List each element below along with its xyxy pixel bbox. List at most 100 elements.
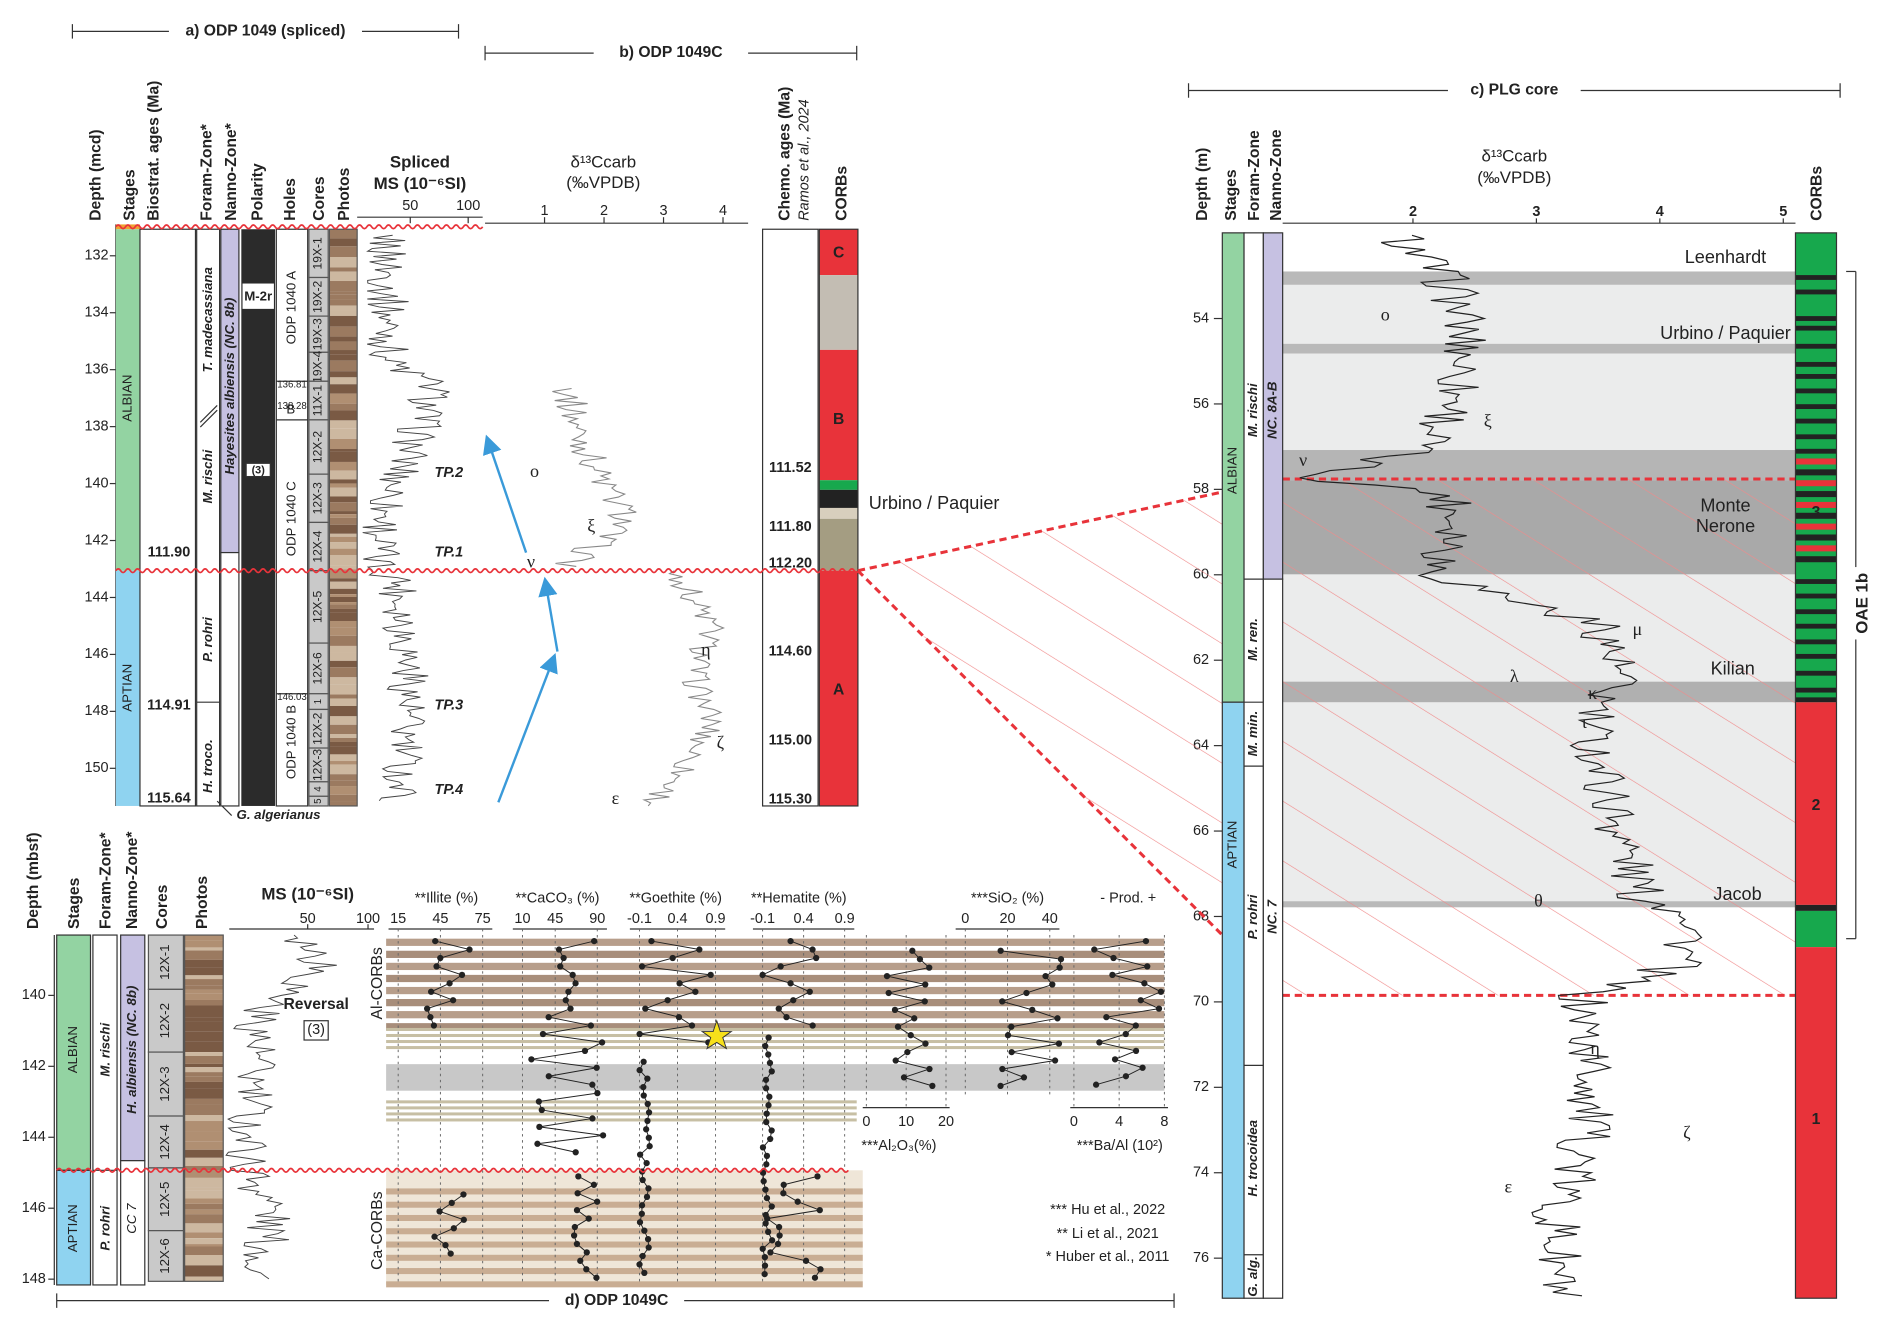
proxy-point bbox=[696, 946, 703, 953]
photo-stripe bbox=[329, 496, 358, 503]
column-header: Foram-Zone bbox=[1246, 130, 1263, 221]
photo-stripe bbox=[184, 975, 224, 980]
core bbox=[147, 1115, 185, 1169]
zone-label: M. min. bbox=[1245, 711, 1260, 757]
proxy-point bbox=[922, 1040, 929, 1047]
stage bbox=[115, 570, 140, 806]
zone-label: H. albiensis (NC. 8b) bbox=[124, 985, 139, 1114]
proxy-point bbox=[571, 1223, 578, 1231]
column-header: Polarity bbox=[249, 163, 266, 221]
tick-label: 40 bbox=[1042, 911, 1058, 927]
proxy-point bbox=[1029, 1006, 1036, 1013]
photo-stripe bbox=[329, 660, 358, 668]
proxy-point bbox=[583, 1249, 590, 1256]
core-label: 19X-1 bbox=[311, 237, 325, 269]
proxy-point bbox=[536, 1123, 543, 1131]
photo-stripe bbox=[329, 716, 358, 725]
proxy-point bbox=[1137, 997, 1144, 1004]
depth-tick-label: 132 bbox=[84, 248, 108, 264]
depth-tick-label: 150 bbox=[84, 760, 108, 776]
event-label: θ bbox=[1534, 891, 1543, 911]
proxy-point bbox=[767, 1249, 774, 1256]
column-header: Holes bbox=[282, 178, 299, 221]
proxy-point bbox=[573, 1207, 581, 1214]
photos bbox=[184, 934, 224, 1282]
corb-stripe bbox=[1795, 623, 1837, 629]
band bbox=[386, 1023, 1165, 1031]
tick-label: 15 bbox=[390, 911, 406, 927]
turning-point: TP.1 bbox=[435, 544, 464, 560]
proxy-point bbox=[775, 1005, 782, 1012]
proxy-point bbox=[583, 1266, 590, 1273]
column-header: Foram-Zone* bbox=[199, 123, 216, 221]
photo-stripe bbox=[184, 993, 224, 1000]
proxy-point bbox=[643, 1193, 651, 1201]
proxy-point bbox=[1144, 963, 1151, 970]
photo-stripe bbox=[184, 1238, 224, 1245]
proxy-point bbox=[1057, 956, 1065, 963]
proxy-point bbox=[1132, 1022, 1139, 1029]
event-label: ε bbox=[612, 788, 620, 808]
proxy-point bbox=[922, 981, 929, 988]
tick-label: 0.4 bbox=[794, 911, 814, 927]
event-label: μ bbox=[1633, 619, 1643, 639]
proxy-point bbox=[761, 1262, 769, 1269]
photo-stripe bbox=[329, 581, 358, 589]
tick-label: 0.4 bbox=[667, 911, 687, 927]
proxy-point bbox=[643, 1126, 650, 1133]
proxy-title: ***SiO₂ (%) bbox=[971, 891, 1044, 907]
proxy-point bbox=[767, 1135, 774, 1143]
photo-stripe bbox=[329, 737, 358, 742]
proxy-point bbox=[765, 1228, 772, 1235]
proxy-point bbox=[640, 1058, 647, 1065]
band bbox=[386, 1118, 857, 1122]
proxy-point bbox=[427, 988, 435, 995]
hole-label: B bbox=[286, 402, 295, 417]
zone-label: M. rischi bbox=[1245, 383, 1260, 437]
photo-stripe bbox=[329, 536, 358, 543]
proxy-point bbox=[575, 1173, 582, 1180]
proxy-point bbox=[599, 1132, 607, 1139]
proxy-point bbox=[669, 954, 676, 962]
photo-stripe bbox=[329, 594, 358, 597]
stage bbox=[115, 229, 140, 571]
tick-label: 10 bbox=[898, 1114, 914, 1130]
foram-column bbox=[92, 934, 118, 1286]
proxy-point bbox=[692, 988, 699, 995]
proxy-point bbox=[766, 1093, 773, 1100]
photo-stripe bbox=[184, 1187, 224, 1191]
age-label: 115.64 bbox=[147, 791, 190, 807]
corb-block bbox=[819, 480, 858, 490]
corb-block bbox=[819, 507, 858, 519]
core bbox=[147, 988, 185, 1053]
tick-label: 45 bbox=[432, 911, 448, 927]
column-header: CORBs bbox=[833, 166, 850, 221]
proxy-point bbox=[762, 1085, 770, 1092]
band bbox=[386, 1170, 863, 1285]
corb-type: Al-CORBs bbox=[369, 947, 386, 1019]
age-label: 112.20 bbox=[769, 555, 812, 571]
photo-stripe bbox=[329, 705, 358, 717]
photo-stripe bbox=[184, 1254, 224, 1266]
corb-column bbox=[1794, 232, 1838, 1299]
column-header: Cores bbox=[311, 176, 328, 221]
tick-label: 3 bbox=[1532, 204, 1540, 220]
photo-stripe bbox=[329, 410, 358, 421]
depth-tick-label: 146 bbox=[84, 646, 108, 662]
correlation-line bbox=[857, 477, 1283, 573]
zone-label: M. rischi bbox=[98, 1022, 113, 1076]
band bbox=[386, 1011, 1165, 1019]
proxy-point bbox=[1051, 1057, 1059, 1064]
corb-stripe bbox=[1795, 512, 1837, 519]
rule bbox=[216, 800, 233, 817]
title-bg bbox=[168, 21, 362, 42]
photo-stripe bbox=[184, 1131, 224, 1142]
proxy-point bbox=[765, 1102, 772, 1109]
photo-stripe bbox=[329, 569, 358, 579]
column-header: Stages bbox=[1223, 169, 1240, 221]
depth-tick-label: 142 bbox=[22, 1058, 46, 1074]
proxy-point bbox=[780, 1181, 787, 1188]
corb-label: 1 bbox=[1812, 1111, 1821, 1128]
core-label: 5 bbox=[313, 798, 324, 803]
